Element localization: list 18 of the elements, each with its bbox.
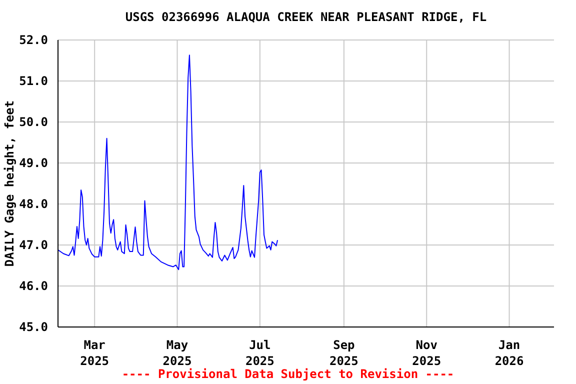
y-tick-label: 51.0 xyxy=(19,74,48,88)
line-series xyxy=(58,54,278,270)
y-tick-label: 46.0 xyxy=(19,279,48,293)
x-tick-label: Jul 2025 xyxy=(245,338,274,368)
x-tick-label: Sep 2025 xyxy=(329,338,358,368)
x-tick-label: Nov 2025 xyxy=(412,338,442,368)
x-tick-label: Mar 2025 xyxy=(80,338,110,368)
chart-title: USGS 02366996 ALAQUA CREEK NEAR PLEASANT RIDGE, FL xyxy=(124,10,488,24)
y-tick-label: 50.0 xyxy=(19,115,48,129)
y-tick-label: 47.0 xyxy=(19,238,48,252)
y-tick-label: 48.0 xyxy=(19,197,48,211)
x-tick-label: Jan 2026 xyxy=(494,338,524,368)
y-axis-title: DAILY Gage height, feet xyxy=(2,100,16,267)
y-tick-label: 49.0 xyxy=(19,156,48,170)
y-tick-label: 52.0 xyxy=(19,33,48,47)
x-tick-label: May 2025 xyxy=(162,338,192,368)
text: ---- Provisional Data Subject to Revision ---- xyxy=(120,367,456,381)
y-tick-label: 45.0 xyxy=(19,320,48,334)
